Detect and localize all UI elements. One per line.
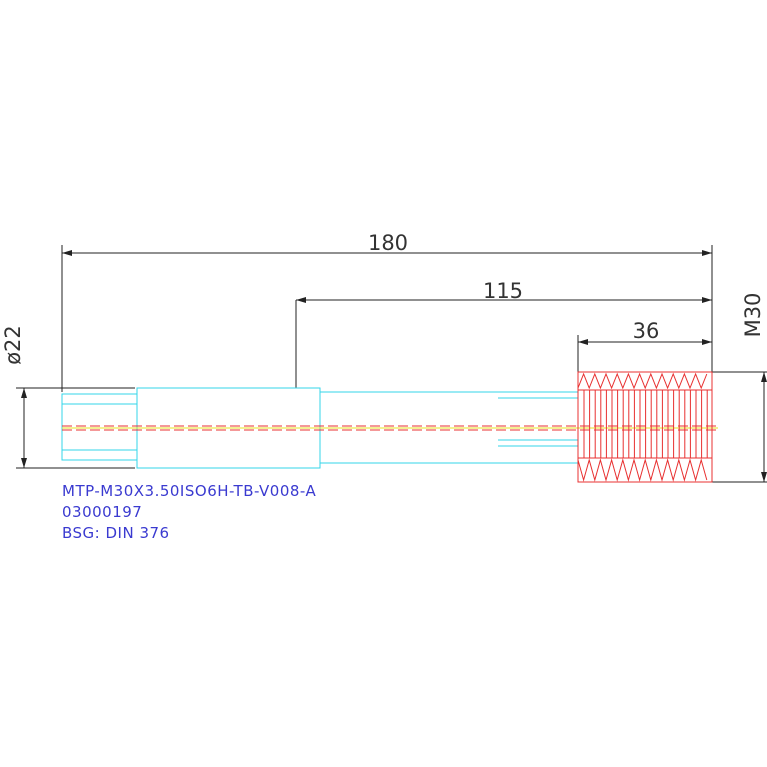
dimension-lines <box>16 245 767 483</box>
dimension-m30: M30 <box>741 293 765 338</box>
tool-body <box>61 387 718 469</box>
thread-line <box>577 372 708 390</box>
dimension-dia22: ø22 <box>1 325 25 365</box>
dimension-115: 115 <box>483 279 523 303</box>
dimension-180: 180 <box>368 231 408 255</box>
thread-line <box>577 458 708 482</box>
dimension-36: 36 <box>633 319 660 343</box>
standard: BSG: DIN 376 <box>62 524 170 542</box>
thread <box>577 371 713 483</box>
tool-designation: MTP-M30X3.50ISO6H-TB-V008-A <box>62 482 317 500</box>
part-number: 03000197 <box>62 503 142 521</box>
